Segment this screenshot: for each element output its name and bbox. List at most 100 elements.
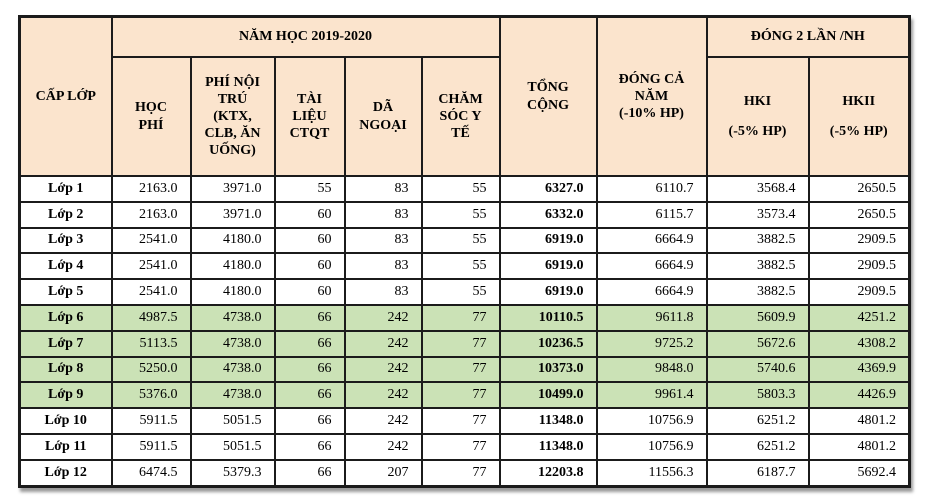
row-label: Lớp 8 xyxy=(18,355,113,384)
row-label: Lớp 6 xyxy=(18,303,113,332)
cell: 55 xyxy=(273,175,346,203)
cell: 55 xyxy=(420,200,501,229)
table-row: Lớp 8 5250.0 4738.0 66 242 77 10373.0 9848.0 574… xyxy=(18,355,911,384)
table-row: Lớp 1 2163.0 3971.0 55 83 55 6327.0 6110.7 3568.… xyxy=(18,175,911,203)
cell: 2163.0 xyxy=(110,200,192,229)
cell: 77 xyxy=(420,381,501,410)
cell: 6664.9 xyxy=(595,252,708,281)
cell: 242 xyxy=(343,355,423,384)
cell: 2541.0 xyxy=(110,226,192,255)
cell: 4180.0 xyxy=(189,226,276,255)
cell: 9611.8 xyxy=(595,303,708,332)
cell: 6919.0 xyxy=(498,226,598,255)
table-row: Lớp 5 2541.0 4180.0 60 83 55 6919.0 6664.9 3882.… xyxy=(18,278,911,306)
header-nam-hoc: NĂM HỌC 2019-2020 xyxy=(110,15,501,58)
cell: 66 xyxy=(273,432,346,461)
table-row: Lớp 2 2163.0 3971.0 60 83 55 6332.0 6115.7 3573.… xyxy=(18,200,911,229)
cell: 5609.9 xyxy=(705,303,810,332)
cell: 4426.9 xyxy=(807,381,911,410)
cell: 4801.2 xyxy=(807,407,911,435)
cell: 4801.2 xyxy=(807,432,911,461)
header-hkii-label: HKII xyxy=(842,94,876,110)
row-label: Lớp 9 xyxy=(18,381,113,410)
header-cap-lop: CẤP LỚP xyxy=(18,15,113,177)
header-dong-ca-nam-label: ĐÓNG CẢ NĂM xyxy=(618,71,685,104)
cell: 10499.0 xyxy=(498,381,598,410)
cell: 5692.4 xyxy=(807,458,911,488)
cell: 5113.5 xyxy=(110,329,192,358)
cell: 9848.0 xyxy=(595,355,708,384)
cell: 2541.0 xyxy=(110,252,192,281)
cell: 242 xyxy=(343,381,423,410)
header-row-1: CẤP LỚP NĂM HỌC 2019-2020 TỔNG CỘNG ĐÓNG… xyxy=(18,15,911,177)
cell: 55 xyxy=(420,226,501,255)
cell: 77 xyxy=(420,329,501,358)
header-cham-soc: CHĂM SÓC Y TẾ xyxy=(420,56,501,177)
cell: 83 xyxy=(343,226,423,255)
cell: 5379.3 xyxy=(189,458,276,488)
row-label: Lớp 2 xyxy=(18,200,113,229)
row-label: Lớp 7 xyxy=(18,329,113,358)
table-row: Lớp 11 5911.5 5051.5 66 242 77 11348.0 10756.9 6… xyxy=(18,432,911,461)
cell: 242 xyxy=(343,303,423,332)
cell: 5911.5 xyxy=(110,432,192,461)
cell: 60 xyxy=(273,226,346,255)
cell: 11348.0 xyxy=(498,432,598,461)
cell: 3882.5 xyxy=(705,278,810,306)
cell: 2909.5 xyxy=(807,252,911,281)
header-dong-2-lan: ĐÓNG 2 LẦN /NH xyxy=(705,15,911,58)
header-hki-label: HKI xyxy=(743,94,772,110)
cell: 77 xyxy=(420,407,501,435)
header-hoc-phi: HỌC PHÍ xyxy=(110,56,192,177)
cell: 2650.5 xyxy=(807,200,911,229)
cell: 2541.0 xyxy=(110,278,192,306)
cell: 4738.0 xyxy=(189,303,276,332)
cell: 5250.0 xyxy=(110,355,192,384)
table-row: Lớp 6 4987.5 4738.0 66 242 77 10110.5 9611.8 560… xyxy=(18,303,911,332)
header-dong-ca-nam: ĐÓNG CẢ NĂM (-10% HP) xyxy=(595,15,708,177)
table-body: Lớp 1 2163.0 3971.0 55 83 55 6327.0 6110.7 3568.… xyxy=(18,175,911,488)
row-label: Lớp 11 xyxy=(18,432,113,461)
cell: 5376.0 xyxy=(110,381,192,410)
cell: 6115.7 xyxy=(595,200,708,229)
cell: 3573.4 xyxy=(705,200,810,229)
cell: 4738.0 xyxy=(189,381,276,410)
cell: 3971.0 xyxy=(189,200,276,229)
cell: 4369.9 xyxy=(807,355,911,384)
table-row: Lớp 9 5376.0 4738.0 66 242 77 10499.0 9961.4 580… xyxy=(18,381,911,410)
cell: 5672.6 xyxy=(705,329,810,358)
cell: 55 xyxy=(420,278,501,306)
cell: 6474.5 xyxy=(110,458,192,488)
cell: 10756.9 xyxy=(595,407,708,435)
cell: 9725.2 xyxy=(595,329,708,358)
cell: 83 xyxy=(343,252,423,281)
row-label: Lớp 5 xyxy=(18,278,113,306)
cell: 4738.0 xyxy=(189,355,276,384)
cell: 2650.5 xyxy=(807,175,911,203)
cell: 3882.5 xyxy=(705,226,810,255)
cell: 10756.9 xyxy=(595,432,708,461)
cell: 66 xyxy=(273,407,346,435)
cell: 66 xyxy=(273,303,346,332)
cell: 4251.2 xyxy=(807,303,911,332)
cell: 77 xyxy=(420,355,501,384)
cell: 11348.0 xyxy=(498,407,598,435)
cell: 10373.0 xyxy=(498,355,598,384)
cell: 66 xyxy=(273,381,346,410)
cell: 10236.5 xyxy=(498,329,598,358)
cell: 3568.4 xyxy=(705,175,810,203)
cell: 11556.3 xyxy=(595,458,708,488)
row-label: Lớp 10 xyxy=(18,407,113,435)
header-hki: HKI (-5% HP) xyxy=(705,56,810,177)
cell: 3882.5 xyxy=(705,252,810,281)
fee-table: CẤP LỚP NĂM HỌC 2019-2020 TỔNG CỘNG ĐÓNG… xyxy=(18,15,912,488)
cell: 66 xyxy=(273,458,346,488)
cell: 5051.5 xyxy=(189,407,276,435)
table-row: Lớp 10 5911.5 5051.5 66 242 77 11348.0 10756.9 6… xyxy=(18,407,911,435)
cell: 12203.8 xyxy=(498,458,598,488)
cell: 242 xyxy=(343,329,423,358)
cell: 55 xyxy=(420,175,501,203)
cell: 10110.5 xyxy=(498,303,598,332)
cell: 66 xyxy=(273,355,346,384)
cell: 6919.0 xyxy=(498,278,598,306)
